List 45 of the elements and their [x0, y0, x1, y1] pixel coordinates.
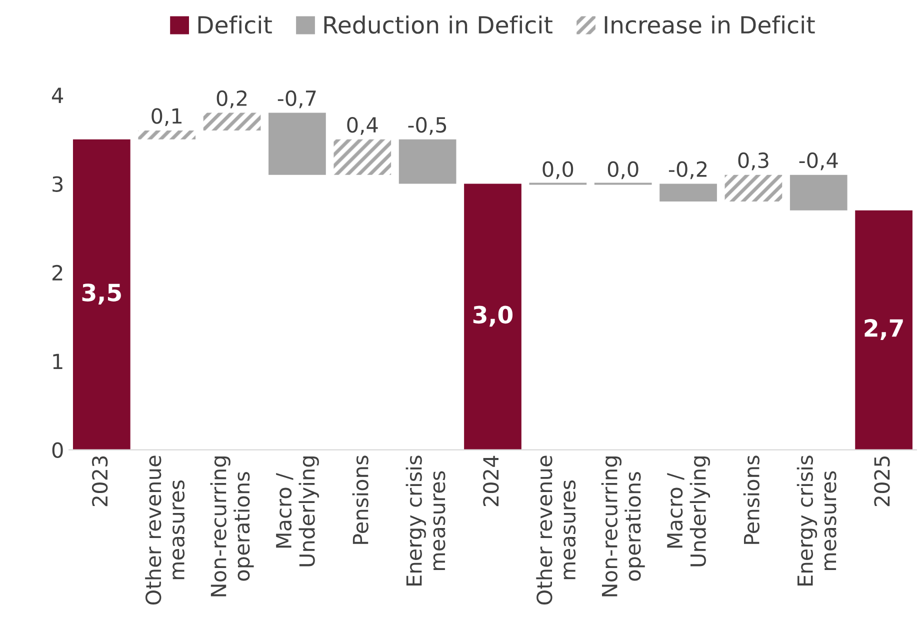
- data-label: 3,5: [82, 284, 121, 304]
- legend-label: Reduction in Deficit: [324, 15, 552, 34]
- y-tick-label: 2: [52, 264, 62, 280]
- y-tick-label: 0: [52, 442, 63, 458]
- bar: [660, 184, 717, 202]
- x-tick-label: 2025: [874, 456, 890, 506]
- x-tick-label: Energy crisis measures: [796, 456, 836, 586]
- data-label: 0,3: [738, 152, 768, 170]
- data-label: 0,4: [347, 116, 378, 135]
- bar: [138, 130, 196, 140]
- x-tick-label: Macro / Underlying: [667, 456, 710, 566]
- x-tick-label: Pensions: [352, 456, 368, 544]
- x-tick-label: 2024: [483, 456, 499, 506]
- legend-label: Deficit: [198, 15, 272, 34]
- data-label: 0,2: [216, 90, 246, 108]
- x-tick-label: Macro / Underlying: [276, 456, 319, 566]
- bar: [203, 112, 261, 131]
- y-tick-label: 4: [52, 88, 64, 103]
- x-tick-label: Non-recurring operations: [210, 456, 254, 596]
- x-tick-label: Energy crisis measures: [406, 456, 446, 586]
- x-tick-label: Other revenue measures: [536, 456, 576, 605]
- data-label: -0,7: [278, 90, 316, 108]
- x-tick-label: Non-recurring operations: [601, 456, 645, 596]
- bar: [724, 174, 782, 202]
- y-tick-label: 3: [52, 176, 63, 192]
- bar: [268, 112, 326, 175]
- data-label: 3,0: [473, 306, 513, 327]
- x-tick-label: 2023: [92, 456, 108, 506]
- x-tick-label: Pensions: [743, 456, 760, 544]
- bar: [334, 139, 392, 175]
- x-tick-label: Other revenue measures: [145, 456, 185, 605]
- data-label: 2,7: [864, 319, 903, 340]
- legend-label: Increase in Deficit: [604, 15, 815, 34]
- data-label: 0,0: [608, 161, 638, 180]
- bar: [464, 184, 522, 450]
- y-tick-label: 1: [53, 354, 62, 370]
- bar: [790, 174, 848, 210]
- bar: [398, 139, 456, 184]
- data-label: -0,2: [668, 161, 707, 180]
- bar: [72, 139, 130, 450]
- data-label: 0,0: [542, 161, 574, 180]
- bar: [855, 210, 912, 450]
- data-label: -0,5: [408, 116, 446, 135]
- data-label: 0,1: [152, 108, 182, 126]
- data-label: -0,4: [799, 152, 838, 170]
